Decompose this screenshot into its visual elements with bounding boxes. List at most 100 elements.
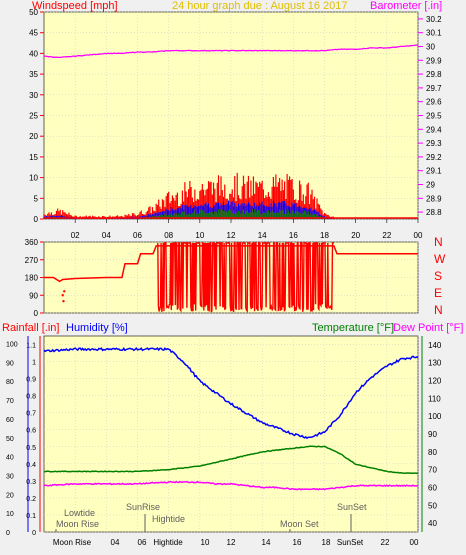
- time-tick-label: 04: [111, 538, 120, 547]
- compass-label: S: [434, 269, 442, 283]
- barometer-tick-label: 30: [426, 43, 435, 52]
- barometer-tick-label: 29.7: [426, 84, 442, 93]
- direction-tick-label: 0: [34, 309, 39, 318]
- temperature-tick-label: 110: [428, 394, 441, 403]
- rainfall-tick-label: 0.1: [26, 513, 36, 520]
- compass-label: N: [434, 235, 443, 249]
- rainfall-tick-label: 1: [32, 360, 36, 367]
- windspeed-tick-label: 25: [29, 112, 38, 121]
- time-tick-label: 12: [227, 231, 236, 240]
- humidity-line: [43, 346, 419, 440]
- rainfall-axis-title: Rainfall [.in]: [2, 322, 59, 334]
- temperature-tick-label: 90: [428, 430, 437, 439]
- windspeed-tick-label: 5: [34, 194, 39, 203]
- time-tick-label: 10: [201, 538, 210, 547]
- rainfall-tick-label: 0: [32, 530, 36, 537]
- rainfall-tick-label: 0.3: [26, 479, 36, 486]
- rain-humidity-temp-plot-area: [43, 335, 419, 533]
- barometer-tick-label: 29.5: [426, 112, 442, 121]
- windspeed-tick-label: 0: [34, 215, 39, 224]
- astro-annotation: Moon Set: [280, 519, 319, 529]
- barometer-tick-label: 29.2: [426, 153, 442, 162]
- temperature-tick-label: 50: [428, 501, 437, 510]
- chart-title: 24 hour graph due : August 16 2017: [172, 0, 348, 12]
- windspeed-tick-label: 45: [29, 29, 38, 38]
- barometer-tick-label: 28.9: [426, 194, 442, 203]
- direction-tick-label: 270: [25, 256, 39, 265]
- astro-annotation: SunRise: [126, 502, 160, 512]
- humidity-tick-label: 0: [6, 530, 10, 537]
- windspeed-tick-label: 20: [29, 132, 38, 141]
- humidity-tick-label: 50: [6, 436, 14, 443]
- time-tick-label: 16: [289, 231, 298, 240]
- time-tick-label: 00: [414, 231, 423, 240]
- barometer-tick-label: 30.2: [426, 15, 442, 24]
- humidity-tick-label: 100: [6, 342, 18, 349]
- humidity-tick-label: 20: [6, 492, 14, 499]
- windspeed-tick-label: 30: [29, 91, 38, 100]
- astro-annotation: Lowtide: [64, 508, 95, 518]
- rainfall-tick-label: 0.8: [26, 394, 36, 401]
- rainfall-tick-label: 0.5: [26, 445, 36, 452]
- temperature-axis-title: Temperature [°F]: [312, 322, 394, 334]
- temperature-tick-label: 120: [428, 377, 442, 386]
- rainfall-tick-label: 0.7: [26, 411, 36, 418]
- wind-direction-point: [63, 290, 66, 293]
- barometer-tick-label: 30.1: [426, 29, 442, 38]
- temperature-tick-label: 60: [428, 483, 437, 492]
- humidity-tick-label: 30: [6, 473, 14, 480]
- humidity-tick-label: 90: [6, 360, 14, 367]
- temperature-tick-label: 70: [428, 466, 437, 475]
- barometer-tick-label: 29.1: [426, 167, 442, 176]
- temperature-tick-label: 130: [428, 359, 442, 368]
- wind-direction-point: [61, 294, 64, 297]
- barometer-tick-label: 28.8: [426, 208, 442, 217]
- rainfall-tick-label: 0.6: [26, 428, 36, 435]
- time-tick-label: 18: [320, 231, 329, 240]
- barometer-tick-label: 29.6: [426, 98, 442, 107]
- compass-label: N: [434, 303, 443, 317]
- time-tick-label: 12: [227, 538, 236, 547]
- barometer-tick-label: 29.8: [426, 70, 442, 79]
- windspeed-tick-label: 40: [29, 49, 38, 58]
- time-tick-label: 22: [381, 538, 390, 547]
- dewpoint-axis-title: Dew Point [°F]: [393, 322, 463, 334]
- barometer-tick-label: 29: [426, 181, 435, 190]
- time-tick-label: 22: [382, 231, 391, 240]
- temperature-tick-label: 100: [428, 412, 442, 421]
- temperature-tick-label: 80: [428, 448, 437, 457]
- time-tick-label: 02: [71, 231, 80, 240]
- time-tick-label: 14: [262, 538, 271, 547]
- rainfall-tick-label: 0.9: [26, 377, 36, 384]
- barometer-tick-label: 29.4: [426, 125, 442, 134]
- windspeed-axis-title: Windspeed [mph]: [32, 0, 118, 12]
- dewpoint-line: [43, 480, 419, 491]
- temperature-tick-label: 140: [428, 341, 442, 350]
- windspeed-tick-label: 35: [29, 70, 38, 79]
- humidity-tick-label: 80: [6, 379, 14, 386]
- humidity-tick-label: 40: [6, 455, 14, 462]
- wind-direction-point: [62, 299, 65, 303]
- windspeed-tick-label: 10: [29, 174, 38, 183]
- astro-annotation: Moon Rise: [56, 519, 99, 529]
- compass-label: E: [434, 286, 442, 300]
- time-tick-label: 16: [293, 538, 302, 547]
- humidity-tick-label: 10: [6, 511, 14, 518]
- time-tick-label: 06: [138, 538, 147, 547]
- time-tick-label: 14: [258, 231, 267, 240]
- time-tick-label: 04: [102, 231, 111, 240]
- astro-annotation: SunSet: [337, 502, 367, 512]
- barometer-axis-title: Barometer [.in]: [370, 0, 442, 12]
- time-tick-label: 20: [351, 231, 360, 240]
- barometer-line: [43, 44, 419, 59]
- rainfall-tick-label: 0.4: [26, 462, 36, 469]
- direction-tick-label: 360: [25, 238, 39, 247]
- temperature-line: [44, 445, 419, 475]
- barometer-tick-label: 29.9: [426, 56, 442, 65]
- wind-direction-line: [44, 245, 418, 283]
- temperature-tick-label: 40: [428, 519, 437, 528]
- windspeed-tick-label: 50: [29, 8, 38, 17]
- time-tick-label: 08: [164, 231, 173, 240]
